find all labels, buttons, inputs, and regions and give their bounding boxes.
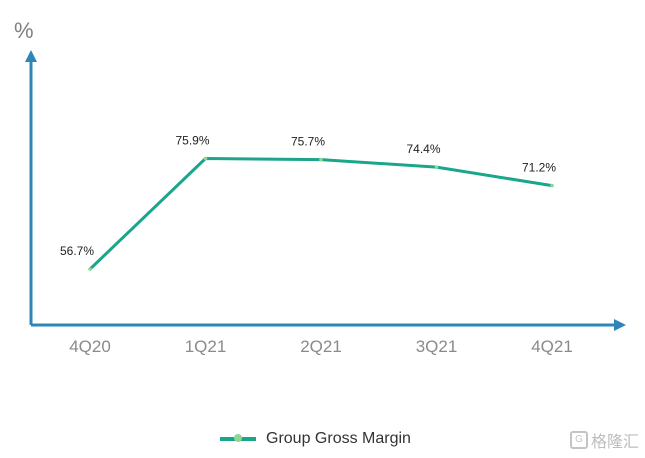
chart-axes	[25, 50, 626, 331]
watermark-logo-icon: G	[569, 431, 588, 449]
watermark-text: 格隆汇	[590, 434, 639, 451]
legend-label: Group Gross Margin	[266, 430, 411, 447]
x-tick-label: 4Q20	[69, 337, 111, 356]
x-tick-label: 4Q21	[531, 337, 573, 356]
legend-swatch	[220, 434, 256, 442]
y-axis-arrow	[25, 50, 37, 62]
x-tick-labels: 4Q20 1Q21 2Q21 3Q21 4Q21	[69, 337, 573, 356]
series-group	[88, 156, 554, 271]
x-tick-label: 1Q21	[185, 337, 227, 356]
data-point	[550, 183, 554, 188]
data-point	[319, 157, 323, 162]
data-point	[203, 156, 208, 161]
x-axis-arrow	[614, 319, 626, 331]
x-tick-label: 3Q21	[416, 337, 458, 356]
data-label: 56.7%	[60, 244, 94, 258]
data-labels: 56.7% 75.9% 75.7% 74.4% 71.2%	[60, 134, 556, 259]
line-chart: 4Q20 1Q21 2Q21 3Q21 4Q21 56.7% 75.9% 75.7% 74.4…	[25, 50, 626, 356]
watermark: G 格隆汇	[569, 428, 639, 452]
data-label: 75.7%	[291, 135, 325, 149]
data-label: 74.4%	[406, 142, 440, 156]
legend: Group Gross Margin	[220, 428, 411, 450]
data-point	[434, 165, 439, 169]
data-label: 71.2%	[522, 161, 556, 175]
y-axis-label: %	[14, 18, 34, 43]
data-point	[88, 267, 92, 271]
series-line	[88, 157, 553, 271]
x-tick-label: 2Q21	[300, 337, 342, 356]
data-label: 75.9%	[175, 134, 209, 148]
